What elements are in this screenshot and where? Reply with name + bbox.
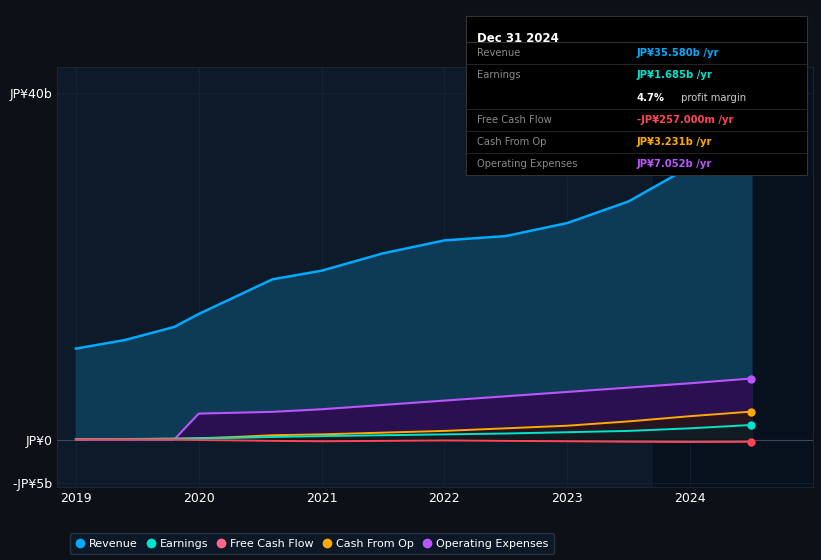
Text: -JP¥257.000m /yr: -JP¥257.000m /yr (637, 115, 733, 125)
Bar (654, 67, 813, 487)
Text: JP¥35.580b /yr: JP¥35.580b /yr (637, 48, 719, 58)
Text: JP¥1.685b /yr: JP¥1.685b /yr (637, 71, 713, 80)
Text: 4.7%: 4.7% (637, 92, 665, 102)
Text: Operating Expenses: Operating Expenses (476, 159, 577, 169)
Text: Dec 31 2024: Dec 31 2024 (476, 32, 558, 45)
Text: JP¥3.231b /yr: JP¥3.231b /yr (637, 137, 712, 147)
Text: Earnings: Earnings (476, 71, 521, 80)
Legend: Revenue, Earnings, Free Cash Flow, Cash From Op, Operating Expenses: Revenue, Earnings, Free Cash Flow, Cash … (70, 533, 554, 554)
Text: JP¥7.052b /yr: JP¥7.052b /yr (637, 159, 712, 169)
Text: Revenue: Revenue (476, 48, 520, 58)
Text: profit margin: profit margin (677, 92, 745, 102)
Text: Free Cash Flow: Free Cash Flow (476, 115, 551, 125)
Text: Cash From Op: Cash From Op (476, 137, 546, 147)
